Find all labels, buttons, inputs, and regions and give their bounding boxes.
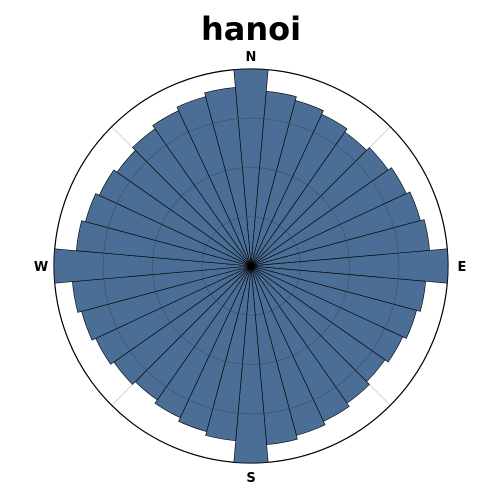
bar-200 [178,265,252,432]
direction-label-west: W [34,260,48,275]
bar-210 [154,265,252,419]
bar-280 [76,220,252,267]
bar-110 [250,265,417,339]
radial-gridline-0.5 [152,167,350,365]
bar-270 [53,248,252,284]
bar-300 [98,169,252,267]
direction-label-south: S [246,471,255,486]
radial-gridlines [102,117,400,415]
bar-180 [233,265,269,464]
bar-0 [233,68,269,267]
center-point [248,263,254,269]
bar-100 [250,265,426,312]
bar-30 [250,113,348,267]
radial-gridline-0.75 [102,117,400,415]
bar-190 [205,265,252,441]
bar-10 [250,91,297,267]
bar-290 [85,193,252,267]
bars-group [53,68,449,464]
bar-90 [250,248,449,284]
direction-label-east: E [458,260,467,275]
direction-label-north: N [246,50,257,65]
chart-title: hanoi [201,10,301,48]
radial-gridline-0.25 [201,216,301,316]
bar-120 [250,265,404,363]
bar-350 [204,87,252,267]
bar-20 [250,100,324,267]
